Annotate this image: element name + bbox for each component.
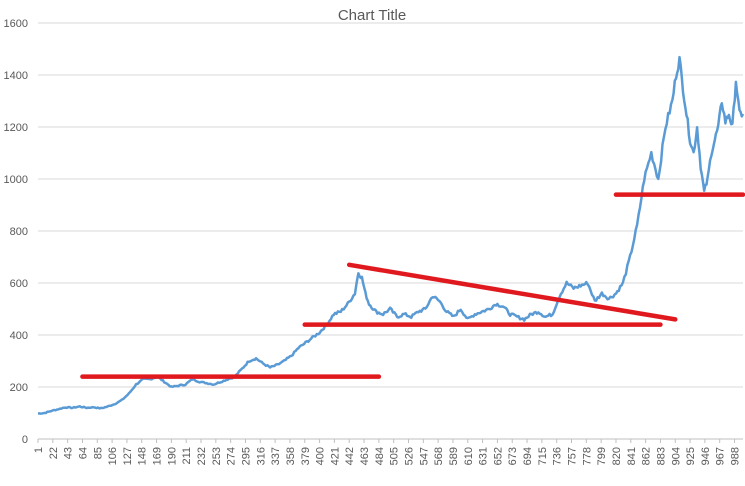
x-tick-label: 631 — [478, 447, 490, 465]
x-tick-label: 904 — [670, 447, 682, 465]
trendline-annotations — [80, 192, 745, 379]
x-tick-label: 799 — [596, 447, 608, 465]
x-tick-label: 841 — [626, 447, 638, 465]
x-tick-label: 505 — [389, 447, 401, 465]
y-tick-label: 1400 — [4, 70, 28, 82]
x-tick-label: 673 — [507, 447, 519, 465]
x-tick-label: 946 — [700, 447, 712, 465]
x-tick-label: 652 — [492, 447, 504, 465]
x-tick-label: 211 — [181, 447, 193, 465]
x-tick-label: 757 — [567, 447, 579, 465]
y-tick-label: 1000 — [4, 174, 28, 186]
x-tick-label: 253 — [211, 447, 223, 465]
x-tick-label: 820 — [611, 447, 623, 465]
y-axis-tick-labels: 0 200 400 600 800 1000 1200 1400 1600 — [4, 18, 28, 446]
trendline — [346, 262, 678, 322]
y-tick-label: 1600 — [4, 18, 28, 30]
x-tick-label: 232 — [196, 447, 208, 465]
x-tick-label: 127 — [122, 447, 134, 465]
x-tick-label: 85 — [92, 447, 104, 459]
x-tick-label: 610 — [463, 447, 475, 465]
x-tick-label: 169 — [152, 447, 164, 465]
x-tick-label: 736 — [552, 447, 564, 465]
y-tick-label: 1200 — [4, 122, 28, 134]
x-tick-label: 295 — [240, 447, 252, 465]
x-tick-label: 421 — [329, 447, 341, 465]
x-tick-label: 43 — [63, 447, 75, 459]
x-tick-label: 64 — [77, 447, 89, 459]
x-tick-label: 925 — [685, 447, 697, 465]
x-tick-label: 967 — [715, 447, 727, 465]
x-tick-label: 400 — [315, 447, 327, 465]
x-tick-label: 547 — [418, 447, 430, 465]
gridlines — [38, 22, 743, 388]
x-tick-label: 694 — [522, 447, 534, 465]
y-tick-label: 400 — [10, 330, 28, 342]
x-tick-label: 988 — [730, 447, 742, 465]
x-tick-label: 442 — [344, 447, 356, 465]
y-tick-label: 0 — [22, 434, 28, 446]
series-line — [37, 55, 745, 415]
x-axis-tick-labels: 1 22 43 64 85 106 127 148 169 190 211 232 253 274 295 3… — [33, 439, 742, 465]
x-tick-label: 379 — [300, 447, 312, 465]
x-tick-label: 463 — [359, 447, 371, 465]
x-tick-label: 190 — [166, 447, 178, 465]
x-tick-label: 715 — [537, 447, 549, 465]
x-tick-label: 22 — [48, 447, 60, 459]
x-tick-label: 1 — [33, 447, 45, 453]
x-tick-label: 862 — [641, 447, 653, 465]
x-tick-label: 526 — [403, 447, 415, 465]
y-tick-label: 600 — [10, 278, 28, 290]
series-group — [37, 55, 745, 415]
chart-title: Chart Title — [338, 7, 406, 24]
x-tick-label: 568 — [433, 447, 445, 465]
x-tick-label: 589 — [448, 447, 460, 465]
x-tick-label: 883 — [655, 447, 667, 465]
y-tick-label: 200 — [10, 382, 28, 394]
x-tick-label: 484 — [374, 447, 386, 465]
y-tick-label: 800 — [10, 226, 28, 238]
x-tick-label: 148 — [137, 447, 149, 465]
x-tick-label: 274 — [226, 447, 238, 465]
x-tick-label: 358 — [285, 447, 297, 465]
x-tick-label: 778 — [581, 447, 593, 465]
x-tick-label: 106 — [107, 447, 119, 465]
x-tick-label: 316 — [255, 447, 267, 465]
x-tick-label: 337 — [270, 447, 282, 465]
